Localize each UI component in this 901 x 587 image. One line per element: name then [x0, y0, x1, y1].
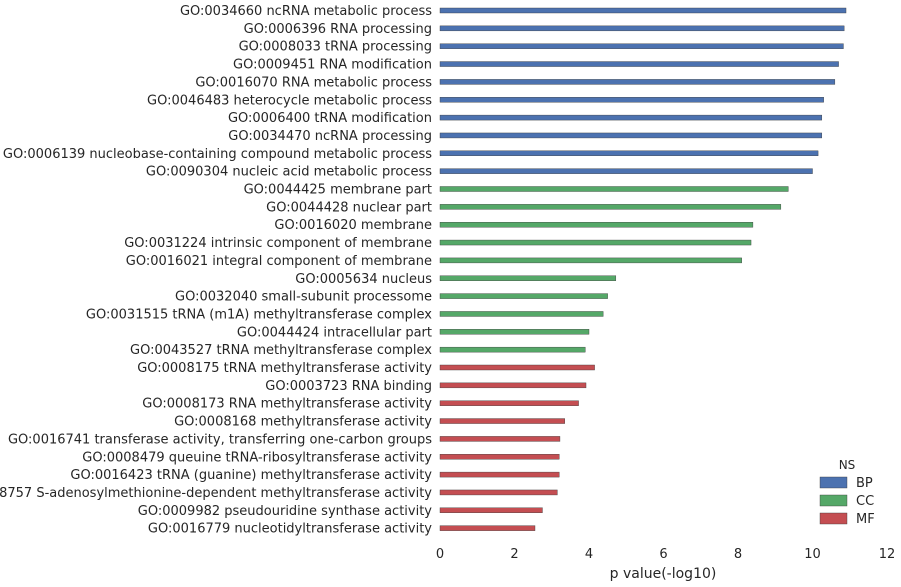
category-label-23: GO:0008173 RNA methyltransferase activit… — [142, 397, 432, 412]
category-label-1: GO:0034660 ncRNA metabolic process — [180, 4, 432, 19]
bar-23 — [439, 400, 579, 406]
category-label-14: GO:0031224 intrinsic component of membra… — [124, 236, 432, 251]
bar-11 — [439, 186, 789, 192]
bar-10 — [439, 168, 813, 174]
x-axis-title: p value(-log10) — [610, 566, 717, 582]
category-label-30: GO:0016779 nucleotidyltransferase activi… — [148, 522, 432, 537]
x-tick-label-2: 2 — [510, 547, 518, 562]
bar-3 — [439, 43, 844, 49]
category-label-5: GO:0016070 RNA metabolic process — [195, 75, 432, 90]
x-tick-label-12: 12 — [879, 547, 896, 562]
bar-6 — [439, 97, 824, 103]
category-label-6: GO:0046483 heterocycle metabolic process — [147, 93, 432, 108]
category-label-8: GO:0034470 ncRNA processing — [228, 129, 432, 144]
x-axis-ticks: 0 2 4 6 8 10 12 — [436, 547, 895, 562]
bar-27 — [439, 471, 560, 478]
bar-25 — [439, 436, 561, 442]
bar-24 — [439, 418, 565, 424]
bar-26 — [439, 454, 560, 460]
bar-9 — [439, 150, 819, 157]
bar-8 — [439, 132, 823, 139]
legend-items: BP CC MF — [819, 476, 875, 527]
bar-15 — [439, 257, 742, 264]
x-tick-label-8: 8 — [734, 547, 742, 562]
category-label-28: GO:0008757 S-adenosylmethionine-dependen… — [0, 486, 432, 501]
legend-label-mf: MF — [856, 512, 875, 527]
legend-label-cc: CC — [856, 494, 874, 509]
x-tick-label-0: 0 — [436, 547, 444, 562]
bar-14 — [439, 239, 752, 246]
bar-19 — [439, 329, 590, 335]
bar-4 — [439, 61, 839, 67]
category-label-11: GO:0044425 membrane part — [244, 183, 432, 198]
legend-swatch-cc — [819, 494, 848, 507]
category-label-29: GO:0009982 pseudouridine synthase activi… — [138, 504, 433, 519]
bar-18 — [439, 311, 604, 317]
bar-28 — [439, 489, 558, 496]
legend: NS BP CC MF — [819, 458, 875, 527]
category-label-26: GO:0008479 queuine tRNA-ribosyltransfera… — [82, 450, 432, 465]
legend-label-bp: BP — [856, 476, 873, 491]
category-label-12: GO:0044428 nuclear part — [266, 200, 432, 215]
bar-20 — [439, 346, 586, 353]
category-label-17: GO:0032040 small-subunit processome — [175, 290, 432, 305]
category-label-20: GO:0043527 tRNA methyltransferase comple… — [130, 343, 432, 358]
category-label-25: GO:0016741 transferase activity, transfe… — [8, 432, 432, 447]
bar-2 — [439, 25, 845, 32]
bar-5 — [439, 79, 836, 85]
category-label-24: GO:0008168 methyltransferase activity — [174, 415, 432, 430]
bar-1 — [439, 7, 847, 14]
x-tick-label-10: 10 — [804, 547, 821, 562]
category-label-13: GO:0016020 membrane — [274, 218, 432, 233]
category-label-3: GO:0008033 tRNA processing — [239, 40, 432, 55]
category-label-19: GO:0044424 intracellular part — [237, 325, 432, 340]
category-label-18: GO:0031515 tRNA (m1A) methyltransferase … — [86, 307, 432, 322]
category-labels: GO:0034660 ncRNA metabolic process GO:000… — [0, 4, 432, 537]
bar-16 — [439, 275, 617, 281]
bars-layer — [439, 7, 847, 531]
bar-29 — [439, 507, 543, 513]
category-label-2: GO:0006396 RNA processing — [244, 22, 432, 37]
bar-7 — [439, 114, 823, 121]
legend-swatch-mf — [819, 512, 848, 525]
bar-17 — [439, 293, 608, 299]
category-label-16: GO:0005634 nucleus — [295, 272, 432, 287]
category-label-7: GO:0006400 tRNA modification — [228, 111, 432, 126]
category-label-27: GO:0016423 tRNA (guanine) methyltransfer… — [70, 468, 432, 483]
bar-22 — [439, 382, 587, 389]
category-label-9: GO:0006139 nucleobase-containing compoun… — [3, 147, 432, 162]
category-label-22: GO:0003723 RNA binding — [265, 379, 432, 394]
bar-13 — [439, 221, 754, 228]
x-tick-label-4: 4 — [585, 547, 593, 562]
category-label-15: GO:0016021 integral component of membran… — [126, 254, 432, 269]
category-label-4: GO:0009451 RNA modification — [233, 58, 432, 73]
legend-title: NS — [839, 458, 856, 472]
category-label-21: GO:0008175 tRNA methyltransferase activi… — [137, 361, 432, 376]
bar-21 — [439, 364, 595, 371]
bar-30 — [439, 525, 536, 531]
legend-swatch-bp — [819, 476, 848, 489]
x-tick-label-6: 6 — [659, 547, 667, 562]
category-label-10: GO:0090304 nucleic acid metabolic proces… — [146, 165, 432, 180]
bar-12 — [439, 204, 782, 210]
